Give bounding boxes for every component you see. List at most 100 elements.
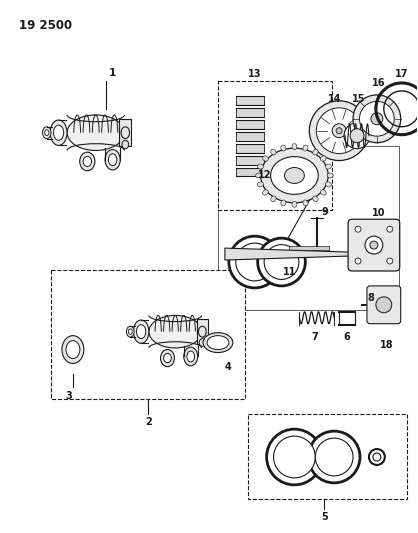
Ellipse shape bbox=[376, 297, 392, 313]
Ellipse shape bbox=[355, 258, 361, 264]
Text: 14: 14 bbox=[329, 94, 342, 104]
Text: 18: 18 bbox=[380, 340, 394, 350]
Text: 15: 15 bbox=[352, 94, 366, 104]
Text: 10: 10 bbox=[372, 208, 386, 218]
Ellipse shape bbox=[369, 449, 385, 465]
Ellipse shape bbox=[263, 156, 268, 161]
Ellipse shape bbox=[50, 120, 67, 146]
Ellipse shape bbox=[313, 149, 318, 155]
Ellipse shape bbox=[121, 127, 130, 139]
Text: 7: 7 bbox=[311, 332, 318, 342]
Ellipse shape bbox=[149, 316, 201, 348]
Ellipse shape bbox=[199, 326, 206, 337]
Ellipse shape bbox=[281, 145, 286, 151]
Ellipse shape bbox=[203, 333, 233, 352]
Text: 4: 4 bbox=[225, 361, 232, 372]
Text: 5: 5 bbox=[321, 512, 328, 522]
Bar bbox=[236, 144, 264, 152]
FancyBboxPatch shape bbox=[51, 270, 245, 399]
Ellipse shape bbox=[83, 156, 92, 166]
Ellipse shape bbox=[67, 115, 125, 150]
Ellipse shape bbox=[309, 101, 369, 160]
Bar bbox=[236, 96, 264, 105]
Ellipse shape bbox=[326, 164, 331, 169]
Ellipse shape bbox=[137, 325, 146, 338]
Ellipse shape bbox=[264, 245, 299, 279]
Polygon shape bbox=[225, 248, 349, 260]
Text: 3: 3 bbox=[66, 391, 72, 401]
Ellipse shape bbox=[387, 226, 393, 232]
FancyBboxPatch shape bbox=[367, 286, 401, 324]
Ellipse shape bbox=[344, 123, 370, 149]
Ellipse shape bbox=[54, 125, 64, 140]
FancyBboxPatch shape bbox=[218, 81, 332, 211]
Ellipse shape bbox=[273, 436, 315, 478]
Ellipse shape bbox=[359, 101, 394, 136]
Ellipse shape bbox=[313, 196, 318, 201]
Ellipse shape bbox=[184, 347, 198, 366]
FancyBboxPatch shape bbox=[348, 219, 400, 271]
Ellipse shape bbox=[43, 127, 51, 139]
Ellipse shape bbox=[365, 236, 383, 254]
Ellipse shape bbox=[256, 173, 262, 178]
Ellipse shape bbox=[105, 150, 120, 170]
Text: 17: 17 bbox=[395, 69, 408, 79]
Bar bbox=[236, 120, 264, 129]
Ellipse shape bbox=[353, 95, 401, 143]
Text: 11: 11 bbox=[283, 267, 296, 277]
Ellipse shape bbox=[236, 243, 273, 281]
Ellipse shape bbox=[271, 196, 276, 201]
Bar bbox=[120, 119, 131, 146]
Ellipse shape bbox=[263, 190, 268, 195]
Bar bbox=[236, 108, 264, 117]
Ellipse shape bbox=[336, 128, 342, 134]
Ellipse shape bbox=[326, 182, 331, 187]
Ellipse shape bbox=[187, 351, 195, 362]
Ellipse shape bbox=[321, 156, 326, 161]
Ellipse shape bbox=[316, 108, 362, 154]
Ellipse shape bbox=[292, 144, 297, 150]
Ellipse shape bbox=[281, 200, 286, 206]
Ellipse shape bbox=[229, 236, 280, 288]
Ellipse shape bbox=[62, 336, 84, 364]
Ellipse shape bbox=[373, 453, 381, 461]
Ellipse shape bbox=[315, 438, 353, 476]
Text: 1: 1 bbox=[109, 68, 116, 78]
Ellipse shape bbox=[292, 201, 297, 207]
Text: 8: 8 bbox=[367, 293, 374, 303]
Ellipse shape bbox=[207, 336, 229, 350]
Ellipse shape bbox=[66, 341, 80, 359]
Ellipse shape bbox=[350, 129, 364, 143]
Text: 6: 6 bbox=[344, 332, 350, 342]
Ellipse shape bbox=[133, 320, 149, 343]
Ellipse shape bbox=[257, 182, 263, 187]
Ellipse shape bbox=[271, 149, 276, 155]
Text: 19 2500: 19 2500 bbox=[19, 19, 72, 33]
Ellipse shape bbox=[321, 190, 326, 195]
Ellipse shape bbox=[267, 429, 322, 485]
Ellipse shape bbox=[355, 226, 361, 232]
Ellipse shape bbox=[108, 154, 117, 166]
Text: 16: 16 bbox=[372, 78, 386, 88]
Ellipse shape bbox=[122, 140, 129, 149]
Ellipse shape bbox=[45, 130, 49, 136]
Ellipse shape bbox=[161, 350, 174, 367]
Bar bbox=[197, 319, 208, 344]
Ellipse shape bbox=[387, 258, 393, 264]
Ellipse shape bbox=[80, 152, 95, 171]
FancyBboxPatch shape bbox=[248, 414, 407, 499]
Ellipse shape bbox=[370, 241, 378, 249]
Ellipse shape bbox=[303, 145, 308, 151]
Ellipse shape bbox=[257, 238, 306, 286]
Ellipse shape bbox=[303, 200, 308, 206]
Ellipse shape bbox=[371, 113, 383, 125]
Ellipse shape bbox=[332, 124, 346, 138]
Ellipse shape bbox=[327, 173, 333, 178]
Text: 2: 2 bbox=[145, 417, 152, 427]
Text: 9: 9 bbox=[321, 207, 328, 217]
Ellipse shape bbox=[308, 431, 360, 483]
Text: 13: 13 bbox=[248, 69, 261, 79]
Ellipse shape bbox=[257, 164, 263, 169]
Ellipse shape bbox=[199, 338, 205, 346]
Ellipse shape bbox=[128, 329, 132, 334]
